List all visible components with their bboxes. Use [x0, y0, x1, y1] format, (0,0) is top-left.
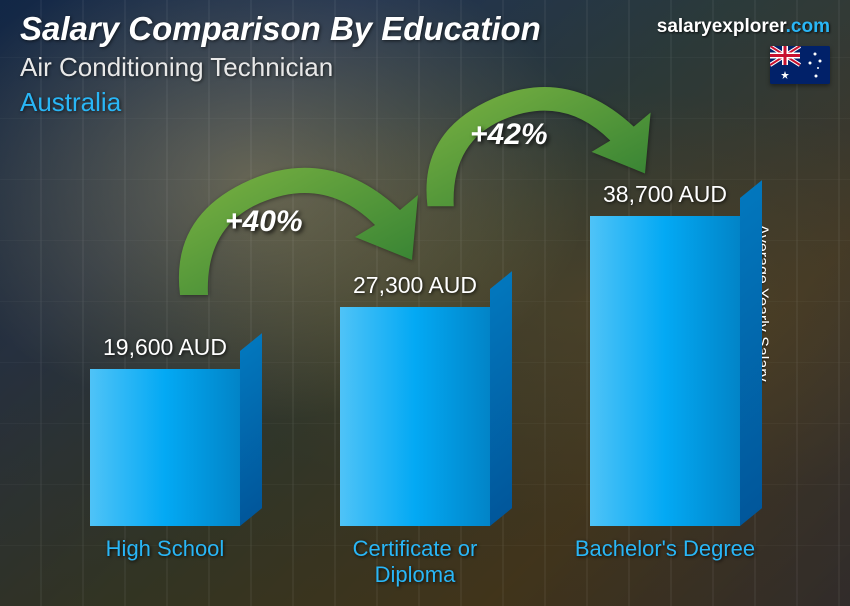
bar-category-label: Certificate orDiploma — [353, 536, 478, 586]
bar-value-label: 38,700 AUD — [603, 181, 727, 208]
bar-group-0: 19,600 AUD High School — [65, 334, 265, 586]
bar-value-label: 27,300 AUD — [353, 272, 477, 299]
bar-value-label: 19,600 AUD — [103, 334, 227, 361]
increase-percent-label: +42% — [470, 118, 548, 152]
bar-3d — [90, 369, 240, 526]
brand-name: salaryexplorer — [657, 16, 786, 37]
bar-front — [340, 307, 490, 526]
bar-front — [590, 216, 740, 526]
bar-front — [90, 369, 240, 526]
chart-area: 19,600 AUD High School 27,300 AUD Certif… — [40, 146, 790, 586]
bar-group-1: 27,300 AUD Certificate orDiploma — [315, 272, 515, 586]
brand-suffix: .com — [786, 16, 830, 37]
increase-percent-label: +40% — [225, 205, 303, 239]
bar-side — [740, 180, 762, 526]
australia-flag-icon — [770, 46, 830, 84]
bar-category-label: Bachelor's Degree — [575, 536, 755, 586]
chart-country: Australia — [20, 87, 830, 118]
bar-group-2: 38,700 AUD Bachelor's Degree — [565, 181, 765, 586]
chart-subtitle: Air Conditioning Technician — [20, 52, 830, 83]
bar-side — [240, 333, 262, 526]
bar-category-label: High School — [106, 536, 225, 586]
bar-3d — [590, 216, 740, 526]
bar-side — [490, 271, 512, 526]
bar-3d — [340, 307, 490, 526]
brand-logo: salaryexplorer.com — [657, 16, 830, 38]
